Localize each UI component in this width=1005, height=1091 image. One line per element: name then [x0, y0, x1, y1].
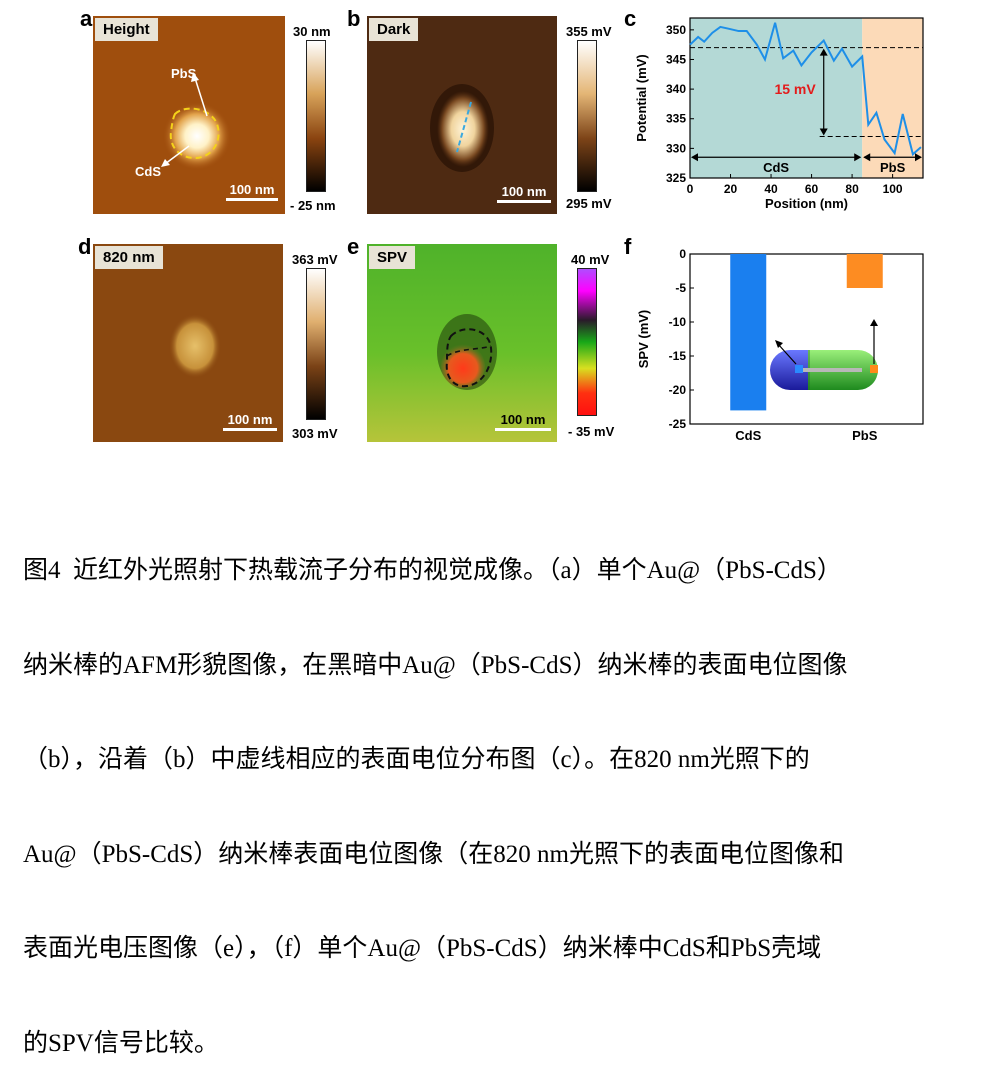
- afm-height-image: Height PbS CdS 100 nm: [93, 16, 285, 214]
- colorbar-d: [306, 268, 326, 420]
- cds-marker: [795, 365, 803, 373]
- cds-arrowhead-right: [854, 153, 862, 162]
- panel-letter-b: b: [347, 6, 361, 31]
- bar-pbs: [846, 254, 883, 288]
- caption-line: 的SPV信号比较。: [23, 1029, 219, 1057]
- spv-bar-chart: CdS PbS 0 -5 -10 -15 -20 -25 SPV (mV): [636, 247, 924, 443]
- x-axis-label: Position (nm): [765, 196, 848, 211]
- arrowhead: [775, 340, 783, 348]
- colorbar-a-top: 30 nm: [293, 24, 331, 39]
- scale-bar-b-label: 100 nm: [501, 184, 547, 199]
- scale-bar-d-label: 100 nm: [227, 412, 273, 427]
- caption-line: （b），沿着（b）中虚线相应的表面电位分布图（c）。在820 nm光照下的: [23, 746, 810, 773]
- scale-bar-d: 100 nm: [223, 412, 277, 431]
- x-tick-label: 40: [764, 182, 778, 196]
- colorbar-a-bottom: - 25 nm: [290, 198, 336, 213]
- plot-frame: [689, 253, 924, 425]
- kpfm-dark-image: Dark 100 nm: [367, 16, 557, 214]
- colorbar-d-top: 363 mV: [292, 252, 338, 267]
- y-tick-label: 350: [666, 23, 686, 37]
- arrowhead: [870, 319, 878, 326]
- panel-e-tag: SPV: [369, 246, 416, 269]
- dark-map-svg: [367, 16, 557, 214]
- y-tick-label: 335: [666, 112, 686, 126]
- colorbar-e: [577, 268, 597, 416]
- panel-letter-d: d: [78, 234, 92, 259]
- caption-line: 纳米棒的AFM形貌图像，在黑暗中Au@（PbS-CdS）纳米棒的表面电位图像: [23, 651, 848, 679]
- scale-bar-e-label: 100 nm: [500, 412, 546, 427]
- spv-image: SPV 100 nm: [367, 244, 557, 442]
- panel-letter-f: f: [624, 234, 632, 259]
- y-tick-label: -25: [669, 417, 687, 431]
- illuminated-map-svg: [93, 244, 283, 442]
- electron-arrow-cds: [777, 343, 797, 365]
- delta-annotation: 15 mV: [774, 81, 816, 97]
- y-tick-label: 325: [666, 171, 686, 185]
- x-tick-label: 0: [687, 182, 694, 196]
- nanorod-schematic: [770, 319, 878, 390]
- caption-line: 表面光电压图像（e），（f）单个Au@（PbS-CdS）纳米棒中CdS和PbS壳…: [23, 935, 822, 962]
- panel-letter-e: e: [347, 234, 360, 259]
- y-axis-label: SPV (mV): [636, 310, 651, 369]
- delta-arrowhead-top: [819, 48, 828, 56]
- plot-frame: [689, 17, 924, 179]
- panel-a-tag: Height: [95, 18, 158, 41]
- au-core: [796, 368, 862, 372]
- spv-map-svg: [367, 244, 557, 442]
- pbs-arrowhead-left: [863, 153, 871, 162]
- bar-cds: [730, 254, 767, 411]
- y-tick-label: -10: [669, 315, 687, 329]
- cds-annotation: CdS: [135, 164, 161, 179]
- x-category-label: CdS: [735, 428, 761, 443]
- caption-line: 图4 近红外光照射下热载流子分布的视觉成像。（a）单个Au@（PbS-CdS）: [23, 557, 842, 584]
- scale-bar-a: 100 nm: [226, 182, 278, 201]
- pbs-arrowhead-right: [915, 153, 922, 162]
- x-category-label: PbS: [852, 428, 878, 443]
- panel-d-tag: 820 nm: [95, 246, 163, 269]
- colorbar-b: [577, 40, 597, 192]
- delta-arrowhead-bottom: [819, 128, 828, 136]
- colorbar-d-bottom: 303 mV: [292, 426, 338, 441]
- colorbar-b-bottom: 295 mV: [566, 196, 612, 211]
- colorbar-e-top: 40 mV: [571, 252, 610, 267]
- y-axis-label: Potential (mV): [634, 54, 649, 141]
- region-label-pbs: PbS: [880, 160, 906, 175]
- colorbar-e-bottom: - 35 mV: [568, 424, 615, 439]
- y-tick-label: 0: [679, 247, 686, 261]
- y-tick-label: -15: [669, 349, 687, 363]
- region-cds: [690, 18, 863, 178]
- scale-bar-a-label: 100 nm: [229, 182, 275, 197]
- potential-line: [689, 22, 922, 157]
- y-tick-label: 345: [666, 52, 686, 66]
- y-tick-label: 330: [666, 141, 686, 155]
- height-map-svg: [93, 16, 285, 214]
- pbs-annotation: PbS: [171, 66, 197, 81]
- region-label-cds: CdS: [763, 160, 789, 175]
- kpfm-820nm-image: 820 nm 100 nm: [93, 244, 283, 442]
- cds-arrowhead-left: [691, 153, 698, 162]
- colorbar-b-top: 355 mV: [566, 24, 612, 39]
- x-tick-label: 60: [805, 182, 819, 196]
- x-tick-label: 20: [724, 182, 738, 196]
- figure-caption: 图4 近红外光照射下热载流子分布的视觉成像。（a）单个Au@（PbS-CdS） …: [23, 492, 993, 1091]
- colorbar-a: [306, 40, 326, 192]
- y-tick-label: -5: [675, 281, 686, 295]
- potential-profile-chart: 15 mV CdS PbS 325 330 335 340 345 350 0 20 40 60 80 10…: [634, 17, 924, 211]
- scale-bar-e: 100 nm: [495, 412, 551, 431]
- x-tick-label: 100: [883, 182, 903, 196]
- panel-letter-c: c: [624, 6, 637, 31]
- panel-b-tag: Dark: [369, 18, 419, 41]
- y-tick-label: 340: [666, 82, 686, 96]
- pbs-marker: [870, 365, 878, 373]
- panel-letter-a: a: [80, 6, 93, 31]
- scale-bar-b: 100 nm: [497, 184, 551, 203]
- caption-line: Au@（PbS-CdS）纳米棒表面电位图像（在820 nm光照下的表面电位图像和: [23, 840, 844, 868]
- x-tick-label: 80: [845, 182, 859, 196]
- y-tick-label: -20: [669, 383, 687, 397]
